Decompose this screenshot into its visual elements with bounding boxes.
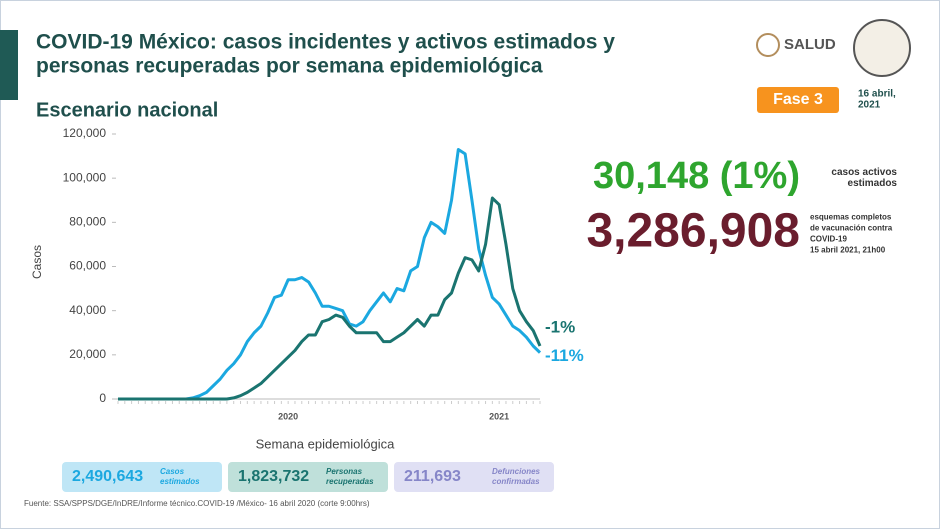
- stat-label: estimados: [848, 178, 898, 189]
- phase-text: Fase 3: [773, 91, 823, 108]
- total-label: Defunciones: [492, 467, 541, 476]
- y-tick-label: 120,000: [63, 126, 107, 140]
- series-line: [118, 196, 542, 401]
- y-tick-label: 40,000: [69, 303, 106, 317]
- stat-label: de vacunación contra: [810, 224, 893, 233]
- x-tick-label: 2021: [489, 411, 509, 421]
- stat-label: casos activos: [831, 167, 897, 178]
- stat-label: 15 abril 2021, 21h00: [810, 246, 886, 255]
- y-tick-label: 0: [99, 391, 106, 405]
- logo-text: SALUD: [784, 36, 836, 53]
- y-tick-label: 100,000: [63, 170, 107, 184]
- x-tick-label: 2020: [278, 411, 298, 421]
- logo-icon: [756, 33, 780, 57]
- x-axis-label: Semana epidemiológica: [256, 436, 396, 451]
- annotation: -1%: [545, 317, 575, 336]
- total-label: Casos: [160, 467, 185, 476]
- total-label: confirmadas: [492, 477, 540, 486]
- y-axis-label: Casos: [30, 245, 44, 279]
- y-tick-label: 80,000: [69, 215, 106, 229]
- y-tick-label: 60,000: [69, 259, 106, 273]
- date: 2021: [858, 100, 881, 111]
- total-value: 211,693: [404, 468, 461, 485]
- subtitle: Escenario nacional: [36, 99, 218, 121]
- date: 16 abril,: [858, 89, 896, 100]
- accent-bar: [0, 30, 18, 100]
- total-box: [228, 462, 388, 492]
- title-line: personas recuperadas por semana epidemio…: [36, 55, 543, 78]
- phase-badge: [757, 87, 839, 113]
- total-label: estimados: [160, 477, 200, 486]
- total-value: 1,823,732: [238, 468, 309, 485]
- stat-label: esquemas completos: [810, 213, 892, 222]
- total-box: [62, 462, 222, 492]
- stat-label: COVID-19: [810, 235, 847, 244]
- source: Fuente: SSA/SPPS/DGE/InDRE/Informe técni…: [24, 499, 370, 508]
- emblem: [853, 19, 911, 77]
- total-label: recuperadas: [326, 477, 374, 486]
- stat-value: 3,286,908: [586, 205, 800, 258]
- title-line: COVID-19 México: casos incidentes y acti…: [36, 31, 615, 54]
- annotation: -11%: [545, 346, 584, 365]
- total-label: Personas: [326, 467, 363, 476]
- y-tick-label: 20,000: [69, 347, 106, 361]
- total-value: 2,490,643: [72, 468, 143, 485]
- stat-value: 30,148 (1%): [593, 155, 800, 197]
- total-box: [394, 462, 554, 492]
